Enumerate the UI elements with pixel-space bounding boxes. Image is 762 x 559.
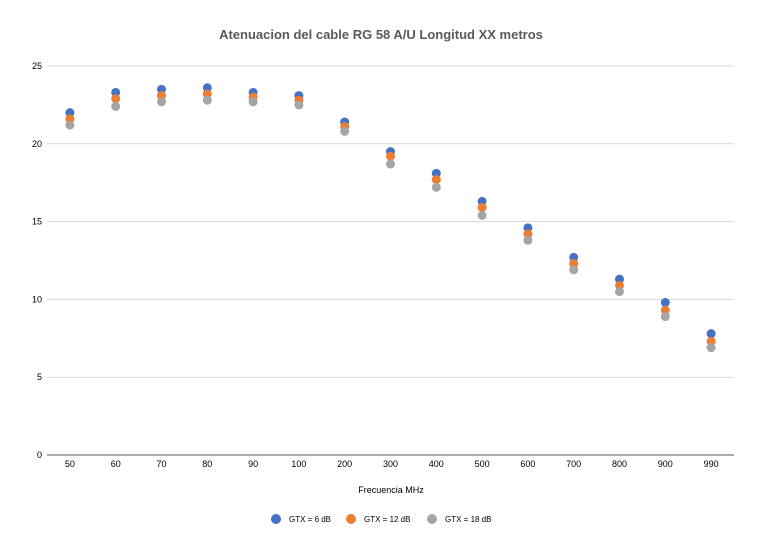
data-point	[477, 196, 487, 206]
data-point	[248, 97, 258, 107]
y-tick-label: 20	[32, 139, 42, 149]
data-point	[157, 91, 166, 101]
data-point	[615, 274, 624, 284]
x-tick-label: 300	[383, 459, 398, 469]
data-point	[157, 84, 166, 94]
data-point	[340, 126, 350, 136]
data-point	[202, 83, 212, 93]
data-point	[660, 298, 670, 308]
data-point	[111, 94, 121, 104]
data-point	[523, 223, 533, 233]
x-tick-label: 600	[520, 459, 535, 469]
series-2	[65, 89, 716, 346]
data-point	[477, 210, 487, 220]
data-point	[431, 168, 441, 178]
legend-item: GTX = 6 dB	[271, 514, 331, 524]
data-point	[660, 312, 670, 322]
series-1	[65, 83, 716, 339]
data-point	[65, 114, 75, 124]
x-tick-label: 990	[704, 459, 719, 469]
data-point	[660, 305, 670, 315]
legend-marker	[346, 514, 356, 524]
x-tick-label: 100	[291, 459, 306, 469]
x-axis-ticks: 50 60 70 80 90 100 200 300 400 500 600 700 800 900 990	[65, 459, 719, 469]
x-tick-label: 400	[429, 459, 444, 469]
data-point	[431, 175, 441, 185]
data-point	[706, 329, 716, 339]
data-point	[386, 151, 395, 161]
legend-label: GTX = 6 dB	[289, 515, 331, 524]
legend-label: GTX = 18 dB	[445, 515, 491, 524]
data-points	[65, 83, 716, 353]
x-tick-label: 90	[248, 459, 258, 469]
data-point	[386, 159, 395, 169]
data-point	[569, 259, 579, 269]
x-tick-label: 200	[337, 459, 352, 469]
x-axis-label: Frecuencia MHz	[358, 485, 424, 495]
data-point	[477, 203, 487, 213]
x-tick-label: 700	[566, 459, 581, 469]
y-axis-ticks: 0 5 10 15 20 25	[32, 61, 42, 460]
data-point	[523, 229, 533, 239]
data-point	[111, 87, 121, 97]
x-tick-label: 500	[475, 459, 490, 469]
data-point	[202, 89, 212, 99]
data-point	[202, 95, 212, 105]
data-point	[615, 287, 624, 297]
data-point	[615, 280, 624, 290]
y-tick-label: 5	[37, 372, 42, 382]
data-point	[523, 235, 533, 245]
data-point	[431, 182, 441, 192]
legend-label: GTX = 12 dB	[364, 515, 410, 524]
x-tick-label: 60	[111, 459, 121, 469]
data-point	[294, 100, 304, 110]
x-tick-label: 70	[156, 459, 166, 469]
data-point	[569, 252, 579, 262]
grid-lines	[47, 65, 734, 456]
y-tick-label: 10	[32, 294, 42, 304]
y-tick-label: 25	[32, 61, 42, 71]
data-point	[157, 97, 166, 107]
data-point	[111, 101, 121, 111]
chart-title: Atenuacion del cable RG 58 A/U Longitud …	[219, 27, 543, 42]
x-tick-label: 80	[202, 459, 212, 469]
y-tick-label: 0	[37, 450, 42, 460]
data-point	[706, 343, 716, 353]
legend-item: GTX = 18 dB	[427, 514, 491, 524]
x-tick-label: 900	[658, 459, 673, 469]
series-3	[65, 95, 716, 353]
data-point	[65, 108, 75, 118]
legend-marker	[271, 514, 281, 524]
data-point	[569, 265, 579, 275]
legend-item: GTX = 12 dB	[346, 514, 410, 524]
data-point	[706, 336, 716, 346]
x-tick-label: 50	[65, 459, 75, 469]
legend-marker	[427, 514, 437, 524]
legend: GTX = 6 dB GTX = 12 dB GTX = 18 dB	[271, 514, 491, 524]
y-tick-label: 15	[32, 217, 42, 227]
data-point	[65, 120, 75, 130]
x-tick-label: 800	[612, 459, 627, 469]
